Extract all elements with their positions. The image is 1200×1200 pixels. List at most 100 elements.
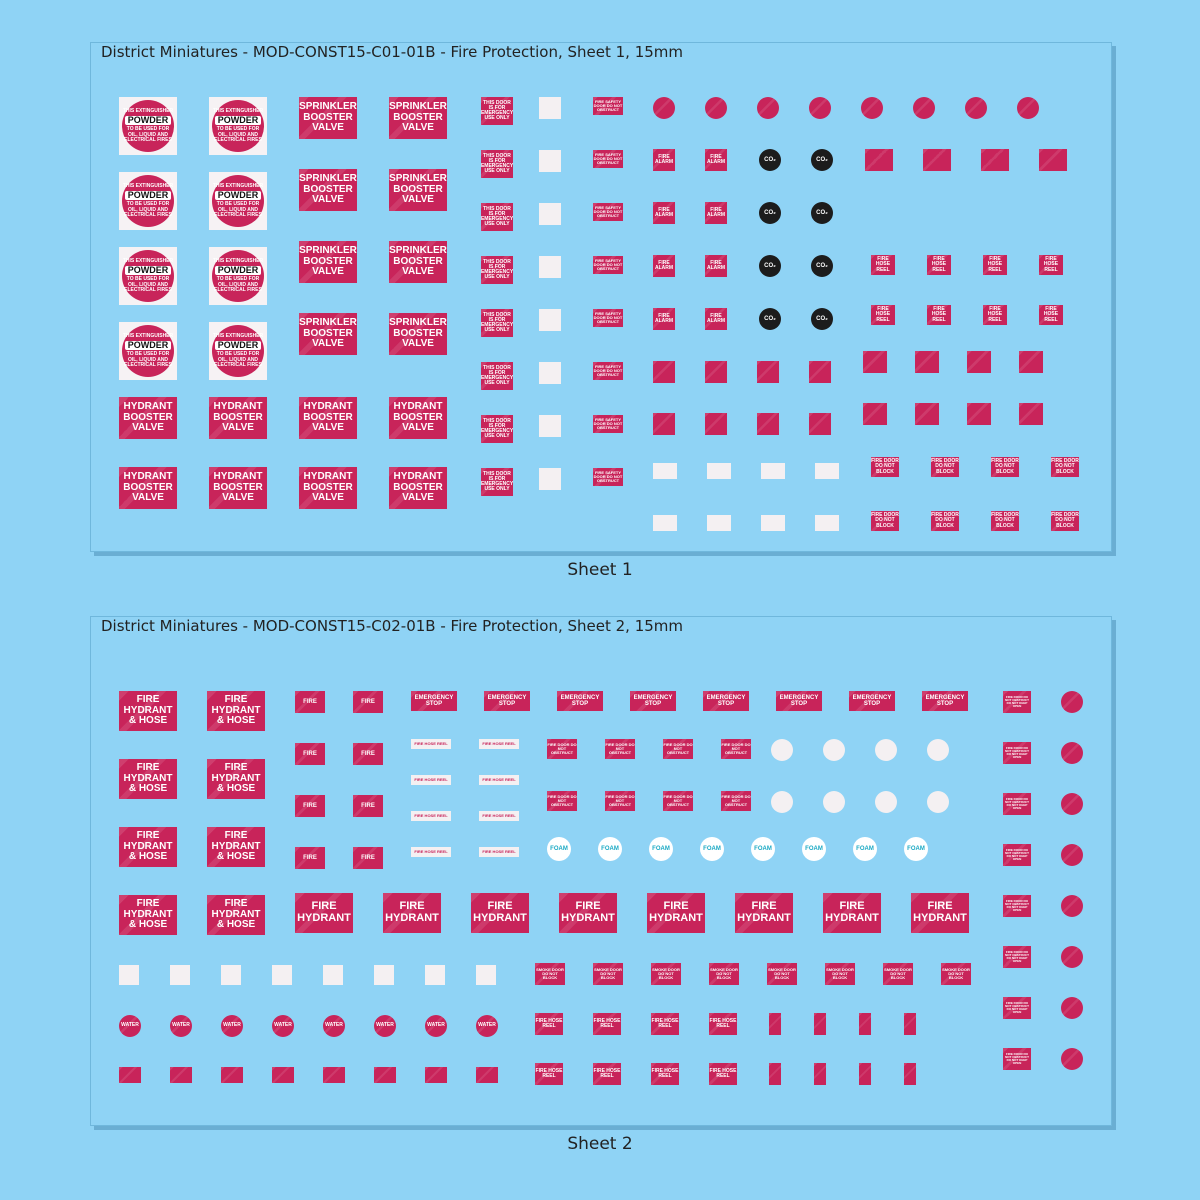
decal-smoke-door: SMOKE DOOR DO NOT BLOCK xyxy=(709,963,739,985)
decal-powder: THIS EXTINGUISHER POWDER TO BE USED FOR OI… xyxy=(209,247,267,305)
sheet-2-title: District Miniatures - MOD-CONST15-C02-01… xyxy=(101,617,684,635)
decal-smoke-door: SMOKE DOOR DO NOT BLOCK xyxy=(535,963,565,985)
decal-powder: THIS EXTINGUISHER POWDER TO BE USED FOR OI… xyxy=(209,172,267,230)
decal-fire-hydrant-hose: FIRE HYDRANT & HOSE xyxy=(207,827,265,867)
decal-emergency-stop: EMERGENCY STOP xyxy=(557,691,603,711)
decal-alarm-bell xyxy=(539,256,561,278)
decal-alarm-bell xyxy=(539,203,561,225)
decal-fire-door-block: FIRE DOOR DO NOT BLOCK xyxy=(991,457,1019,477)
decal-notice xyxy=(653,463,677,479)
decal-fire-hose-reel: FIRE HOSE REEL xyxy=(871,305,895,325)
decal-sprinkler: SPRINKLER BOOSTER VALVE xyxy=(389,313,447,355)
decal-notice xyxy=(707,515,731,531)
decal-emergency-stop: EMERGENCY STOP xyxy=(411,691,457,711)
decal-fire-hydrant: FIRE HYDRANT xyxy=(471,893,529,933)
decal-fire-door-keep-open: FIRE DOOR DO NOT OBSTRUCT DO NOT KEEP OP… xyxy=(1003,997,1031,1019)
decal-extinguisher-id xyxy=(323,1067,345,1083)
decal-fire-door-keep-open: FIRE DOOR DO NOT OBSTRUCT DO NOT KEEP OP… xyxy=(1003,793,1031,815)
decal-round-notice xyxy=(1061,895,1083,917)
decal-call-point xyxy=(1019,403,1043,425)
decal-fire-blanket xyxy=(757,361,779,383)
decal-call-point xyxy=(915,351,939,373)
decal-fire-alarm: FIRE ALARM xyxy=(653,149,675,171)
decal-fire-door-keep-open: FIRE DOOR DO NOT OBSTRUCT DO NOT KEEP OP… xyxy=(1003,895,1031,917)
decal-smoke-door: SMOKE DOOR DO NOT BLOCK xyxy=(941,963,971,985)
decal-fire-hydrant-hose: FIRE HYDRANT & HOSE xyxy=(119,827,177,867)
decal-extinguisher-marker xyxy=(859,1013,871,1035)
decal-fire-hydrant: FIRE HYDRANT xyxy=(823,893,881,933)
decal-hose-reel-symbol xyxy=(875,791,897,813)
sheet-1: District Miniatures - MOD-CONST15-C01-01… xyxy=(90,42,1112,552)
decal-extinguisher-id xyxy=(425,1067,447,1083)
decal-extinguisher-id xyxy=(272,1067,294,1083)
decal-fire-door-keep-open: FIRE DOOR DO NOT OBSTRUCT DO NOT KEEP OP… xyxy=(1003,844,1031,866)
decal-water: WATER xyxy=(425,1015,447,1037)
decal-fire-hose-reel: FIRE HOSE REEL xyxy=(983,255,1007,275)
decal-notice xyxy=(761,515,785,531)
decal-co2: CO₂ xyxy=(759,149,781,171)
decal-fire-alarm: FIRE ALARM xyxy=(705,149,727,171)
decal-hose-icon xyxy=(374,965,394,985)
decal-hose-icon xyxy=(170,965,190,985)
decal-fire-blanket xyxy=(809,413,831,435)
decal-round-notice xyxy=(1061,793,1083,815)
decal-hose-reel-symbol xyxy=(927,791,949,813)
decal-fire-alarm: FIRE ALARM xyxy=(653,255,675,277)
decal-round-notice xyxy=(1061,844,1083,866)
decal-fire-hose-reel: FIRE HOSE REEL xyxy=(1039,305,1063,325)
decal-fire-door-obstruct: FIRE DOOR DO NOT OBSTRUCT xyxy=(547,739,577,759)
decal-notice xyxy=(653,515,677,531)
decal-round-notice xyxy=(1061,1048,1083,1070)
decal-door-emergency: THIS DOOR IS FOR EMERGENCY USE ONLY xyxy=(481,203,513,231)
decal-fire-alarm: FIRE ALARM xyxy=(705,202,727,224)
decal-foam: FOAM xyxy=(751,837,775,861)
decal-fire-hose-reel: FIRE HOSE REEL xyxy=(871,255,895,275)
decal-fire-blanket xyxy=(809,361,831,383)
decal-fire-door-obstruct: FIRE DOOR DO NOT OBSTRUCT xyxy=(605,739,635,759)
decal-fire-hose-reel: FIRE HOSE REEL xyxy=(535,1013,563,1035)
decal-alarm-bell xyxy=(539,468,561,490)
decal-foam: FOAM xyxy=(853,837,877,861)
decal-foam: FOAM xyxy=(700,837,724,861)
decal-door-emergency: THIS DOOR IS FOR EMERGENCY USE ONLY xyxy=(481,97,513,125)
decal-hydrant-booster: HYDRANT BOOSTER VALVE xyxy=(209,397,267,439)
decal-hydrant-booster: HYDRANT BOOSTER VALVE xyxy=(299,397,357,439)
decal-foam: FOAM xyxy=(547,837,571,861)
decal-call-point xyxy=(967,351,991,373)
decal-hydrant-booster: HYDRANT BOOSTER VALVE xyxy=(389,467,447,509)
decal-fire-safety-door: FIRE SAFETY DOOR DO NOT OBSTRUCT xyxy=(593,150,623,168)
decal-fire-hydrant-hose: FIRE HYDRANT & HOSE xyxy=(119,895,177,935)
decal-alarm-bell xyxy=(539,415,561,437)
decal-emergency-stop: EMERGENCY STOP xyxy=(484,691,530,711)
sheet-2: District Miniatures - MOD-CONST15-C02-01… xyxy=(90,616,1112,1126)
decal-extinguisher-marker xyxy=(859,1063,871,1085)
decal-fire: FIRE xyxy=(353,795,383,817)
decal-fire-door-block: FIRE DOOR DO NOT BLOCK xyxy=(931,511,959,531)
decal-fire-hose-reel-strip: FIRE HOSE REEL xyxy=(411,775,451,785)
decal-fire-door-obstruct: FIRE DOOR DO NOT OBSTRUCT xyxy=(663,739,693,759)
decal-fire-blanket xyxy=(705,361,727,383)
decal-fire-hydrant-hose: FIRE HYDRANT & HOSE xyxy=(207,895,265,935)
decal-round-sign xyxy=(653,97,675,119)
decal-fire-hydrant-hose: FIRE HYDRANT & HOSE xyxy=(119,691,177,731)
decal-round-sign xyxy=(757,97,779,119)
decal-smoke-door: SMOKE DOOR DO NOT BLOCK xyxy=(825,963,855,985)
decal-fire-safety-door: FIRE SAFETY DOOR DO NOT OBSTRUCT xyxy=(593,309,623,327)
decal-co2: CO₂ xyxy=(811,202,833,224)
decal-extinguisher-id xyxy=(119,1067,141,1083)
decal-fire-safety-door: FIRE SAFETY DOOR DO NOT OBSTRUCT xyxy=(593,97,623,115)
decal-fire-hydrant-hose: FIRE HYDRANT & HOSE xyxy=(119,759,177,799)
decal-co2: CO₂ xyxy=(759,308,781,330)
decal-fire-hose-reel: FIRE HOSE REEL xyxy=(651,1013,679,1035)
decal-hose-icon xyxy=(272,965,292,985)
decal-fire-blanket xyxy=(653,361,675,383)
decal-fire-alarm: FIRE ALARM xyxy=(653,308,675,330)
decal-notice xyxy=(761,463,785,479)
decal-smoke-door: SMOKE DOOR DO NOT BLOCK xyxy=(593,963,623,985)
decal-round-sign xyxy=(861,97,883,119)
decal-extinguisher-id xyxy=(374,1067,396,1083)
decal-smoke-door: SMOKE DOOR DO NOT BLOCK xyxy=(651,963,681,985)
sheet-2-caption: Sheet 2 xyxy=(567,1134,633,1154)
decal-water: WATER xyxy=(272,1015,294,1037)
decal-fire-door-keep-open: FIRE DOOR DO NOT OBSTRUCT DO NOT KEEP OP… xyxy=(1003,1048,1031,1070)
